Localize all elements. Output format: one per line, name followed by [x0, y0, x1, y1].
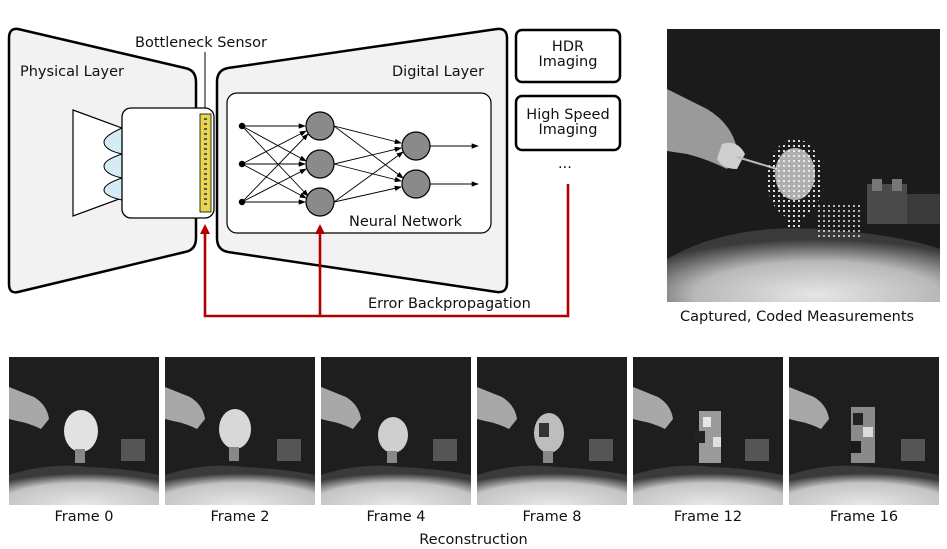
input-nodes — [238, 122, 246, 206]
camera-lens-icon — [72, 107, 215, 219]
frame-label-16: Frame 16 — [829, 509, 899, 525]
bottleneck-sensor-icon — [199, 113, 212, 213]
task-box-high-speed — [514, 94, 622, 152]
reconstruction-frame-0 — [9, 357, 159, 505]
neural-network-box — [226, 92, 492, 234]
task-box-hdr — [514, 28, 622, 84]
pipeline-diagram — [7, 27, 622, 318]
reconstruction-frame-4 — [321, 357, 471, 505]
tasks-ellipsis: ... — [558, 156, 572, 172]
error-backprop-label: Error Backpropagation — [368, 296, 531, 312]
captured-measurement-image — [667, 29, 940, 302]
neural-network-label: Neural Network — [349, 214, 462, 230]
captured-caption: Captured, Coded Measurements — [680, 309, 915, 325]
error-backprop-arrows — [203, 184, 570, 318]
neuron-nodes — [305, 111, 431, 217]
task-hdr-label: HDR Imaging — [538, 39, 598, 71]
reconstruction-frame-2 — [165, 357, 315, 505]
task-high-speed-label: High Speed Imaging — [526, 107, 610, 139]
physical-layer-label: Physical Layer — [20, 64, 125, 80]
frame-label-4: Frame 4 — [366, 509, 426, 525]
frame-label-8: Frame 8 — [522, 509, 582, 525]
error-backprop-arrowheads — [200, 224, 325, 234]
frame-label-12: Frame 12 — [673, 509, 743, 525]
neural-network-edges — [241, 123, 479, 205]
reconstruction-caption: Reconstruction — [419, 532, 528, 548]
reconstruction-frame-8 — [477, 357, 627, 505]
reconstruction-frame-12 — [633, 357, 783, 505]
frame-label-0: Frame 0 — [54, 509, 114, 525]
reconstruction-frame-16 — [789, 357, 939, 505]
digital-layer-label: Digital Layer — [392, 64, 485, 80]
frame-label-2: Frame 2 — [210, 509, 270, 525]
bottleneck-sensor-label: Bottleneck Sensor — [135, 35, 267, 51]
